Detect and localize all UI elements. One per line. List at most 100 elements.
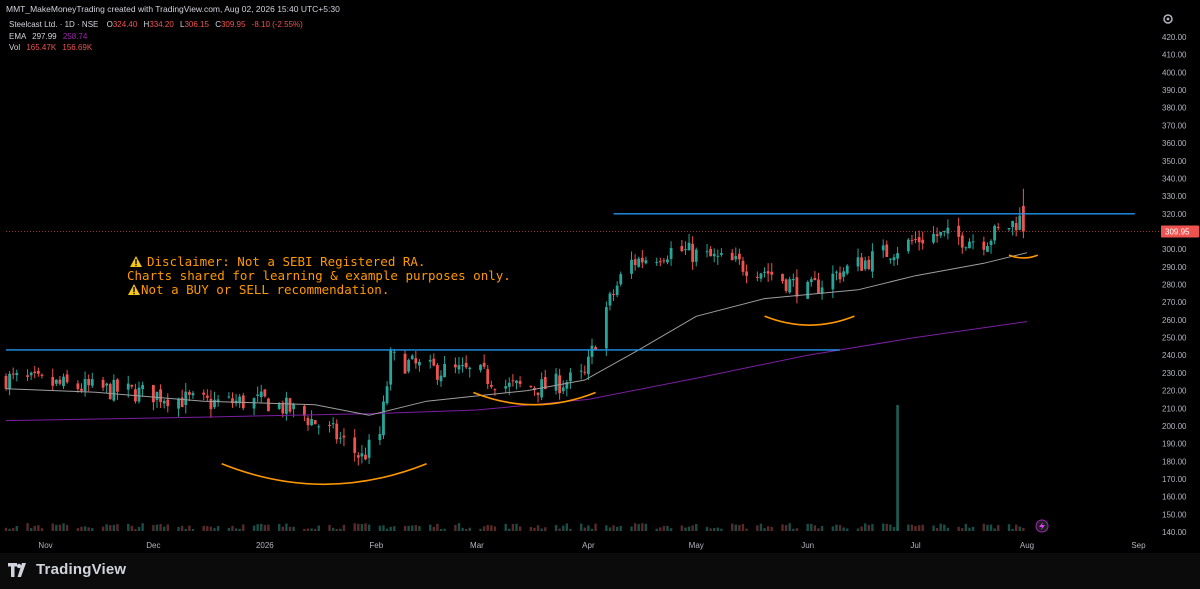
candle-body [403, 353, 407, 374]
lightning-icon[interactable] [1035, 519, 1049, 533]
volume-bar [508, 528, 511, 531]
volume-bar [11, 528, 15, 531]
volume-bar [8, 528, 11, 531]
candle-body [1007, 228, 1011, 230]
candle-body [392, 351, 396, 353]
volume-bar [795, 528, 799, 531]
candle-body [227, 396, 231, 398]
volume-bar [152, 525, 155, 531]
arc-annotation [764, 315, 855, 326]
volume-bar [565, 523, 569, 531]
candle-body [633, 259, 637, 266]
price-tick-label: 290.00 [1162, 263, 1187, 272]
volume-bar [540, 528, 543, 531]
volume-bar [360, 524, 364, 531]
candle-body [806, 281, 810, 299]
volume-bar [310, 528, 313, 531]
volume-bar [892, 527, 896, 531]
volume-bar [655, 528, 658, 531]
ema-value-2: 258.74 [63, 32, 88, 41]
candle-body [755, 276, 759, 278]
last-price-badge [1161, 225, 1199, 238]
candle-body [410, 355, 414, 359]
volume-bar [914, 525, 917, 531]
warning-icon [128, 284, 140, 295]
volume-bar [260, 523, 263, 531]
candle-body [90, 379, 94, 386]
candle-body [356, 455, 360, 458]
arc-annotation [221, 463, 427, 485]
volume-bar [184, 528, 187, 531]
candle-body [267, 398, 270, 412]
candle-body [252, 398, 256, 409]
price-chart[interactable]: 420.00 410.00 400.00 390.00 380.00 370.00 360.… [0, 0, 1200, 553]
volume-bar [1018, 526, 1021, 531]
candle-body [809, 279, 813, 283]
volume-bar [687, 526, 691, 531]
last-price-label: 309.95 [1165, 228, 1190, 237]
candle-body [162, 400, 166, 404]
price-tick-label: 340.00 [1162, 174, 1187, 183]
price-tick-label: 330.00 [1162, 192, 1187, 201]
volume-bar [662, 525, 666, 531]
price-tick-label: 300.00 [1162, 245, 1187, 254]
candle-body [461, 365, 464, 367]
volume-bar [29, 528, 33, 531]
candle-body [507, 382, 511, 387]
warning-icon [130, 256, 142, 267]
volume-bar [605, 525, 608, 531]
volume-bar [285, 523, 288, 531]
volume-bar [820, 525, 824, 531]
volume-bar [62, 523, 65, 531]
volume-bar [842, 527, 845, 531]
candle-body [694, 249, 698, 262]
volume-bar [558, 528, 561, 531]
volume-bar [364, 523, 367, 531]
candle-body [317, 426, 321, 428]
volume-bar [993, 528, 996, 531]
vol-label: Vol [9, 43, 20, 52]
volume-bar [921, 524, 924, 531]
volume-bar [213, 528, 216, 531]
price-tick-label: 380.00 [1162, 104, 1187, 113]
volume-bar [831, 526, 835, 531]
price-axis-bg [1160, 0, 1200, 553]
price-tick-label: 240.00 [1162, 351, 1187, 360]
candle-body [655, 261, 659, 263]
candle-body [54, 379, 58, 384]
candle-body [313, 420, 317, 425]
volume-bar [407, 525, 410, 531]
candle-body [1011, 220, 1015, 228]
volume-bar [554, 525, 558, 531]
price-axis[interactable]: 420.00 410.00 400.00 390.00 380.00 370.00 360.… [1160, 0, 1200, 553]
candle-body [385, 386, 389, 404]
disclaimer-line-1: Disclaimer: Not a SEBI Registered RA. [147, 254, 425, 269]
candle-body [76, 383, 80, 389]
footer-bar: TradingView [0, 553, 1200, 589]
time-axis[interactable]: Nov Dec 2026 Feb Mar Apr May Jun Jul Aug Sep [0, 540, 1160, 553]
candle-body [504, 386, 508, 389]
candle-body [993, 225, 997, 241]
candle-body [443, 363, 446, 378]
time-tick-label: 2026 [256, 541, 274, 550]
time-tick-label: Aug [1020, 541, 1034, 550]
candle-body [281, 402, 285, 414]
volume-bar [810, 523, 813, 531]
gear-icon[interactable] [1163, 14, 1173, 24]
candle-body [684, 249, 687, 251]
volume-bar [134, 528, 137, 531]
ohlc-high-label: H [144, 20, 150, 29]
volume-bar [357, 523, 360, 531]
volume-bar [1011, 528, 1014, 531]
candle-body [126, 383, 130, 390]
volume-bar [112, 524, 116, 531]
volume-bar [162, 526, 166, 531]
candle-body [813, 278, 817, 281]
time-tick-label: Nov [38, 541, 52, 550]
candle-body [33, 371, 37, 374]
volume-bar [191, 528, 195, 531]
price-tick-label: 270.00 [1162, 298, 1187, 307]
ohlc-close: 309.95 [221, 20, 246, 29]
tradingview-logo[interactable]: TradingView [8, 561, 126, 578]
volume-bar [263, 524, 267, 531]
